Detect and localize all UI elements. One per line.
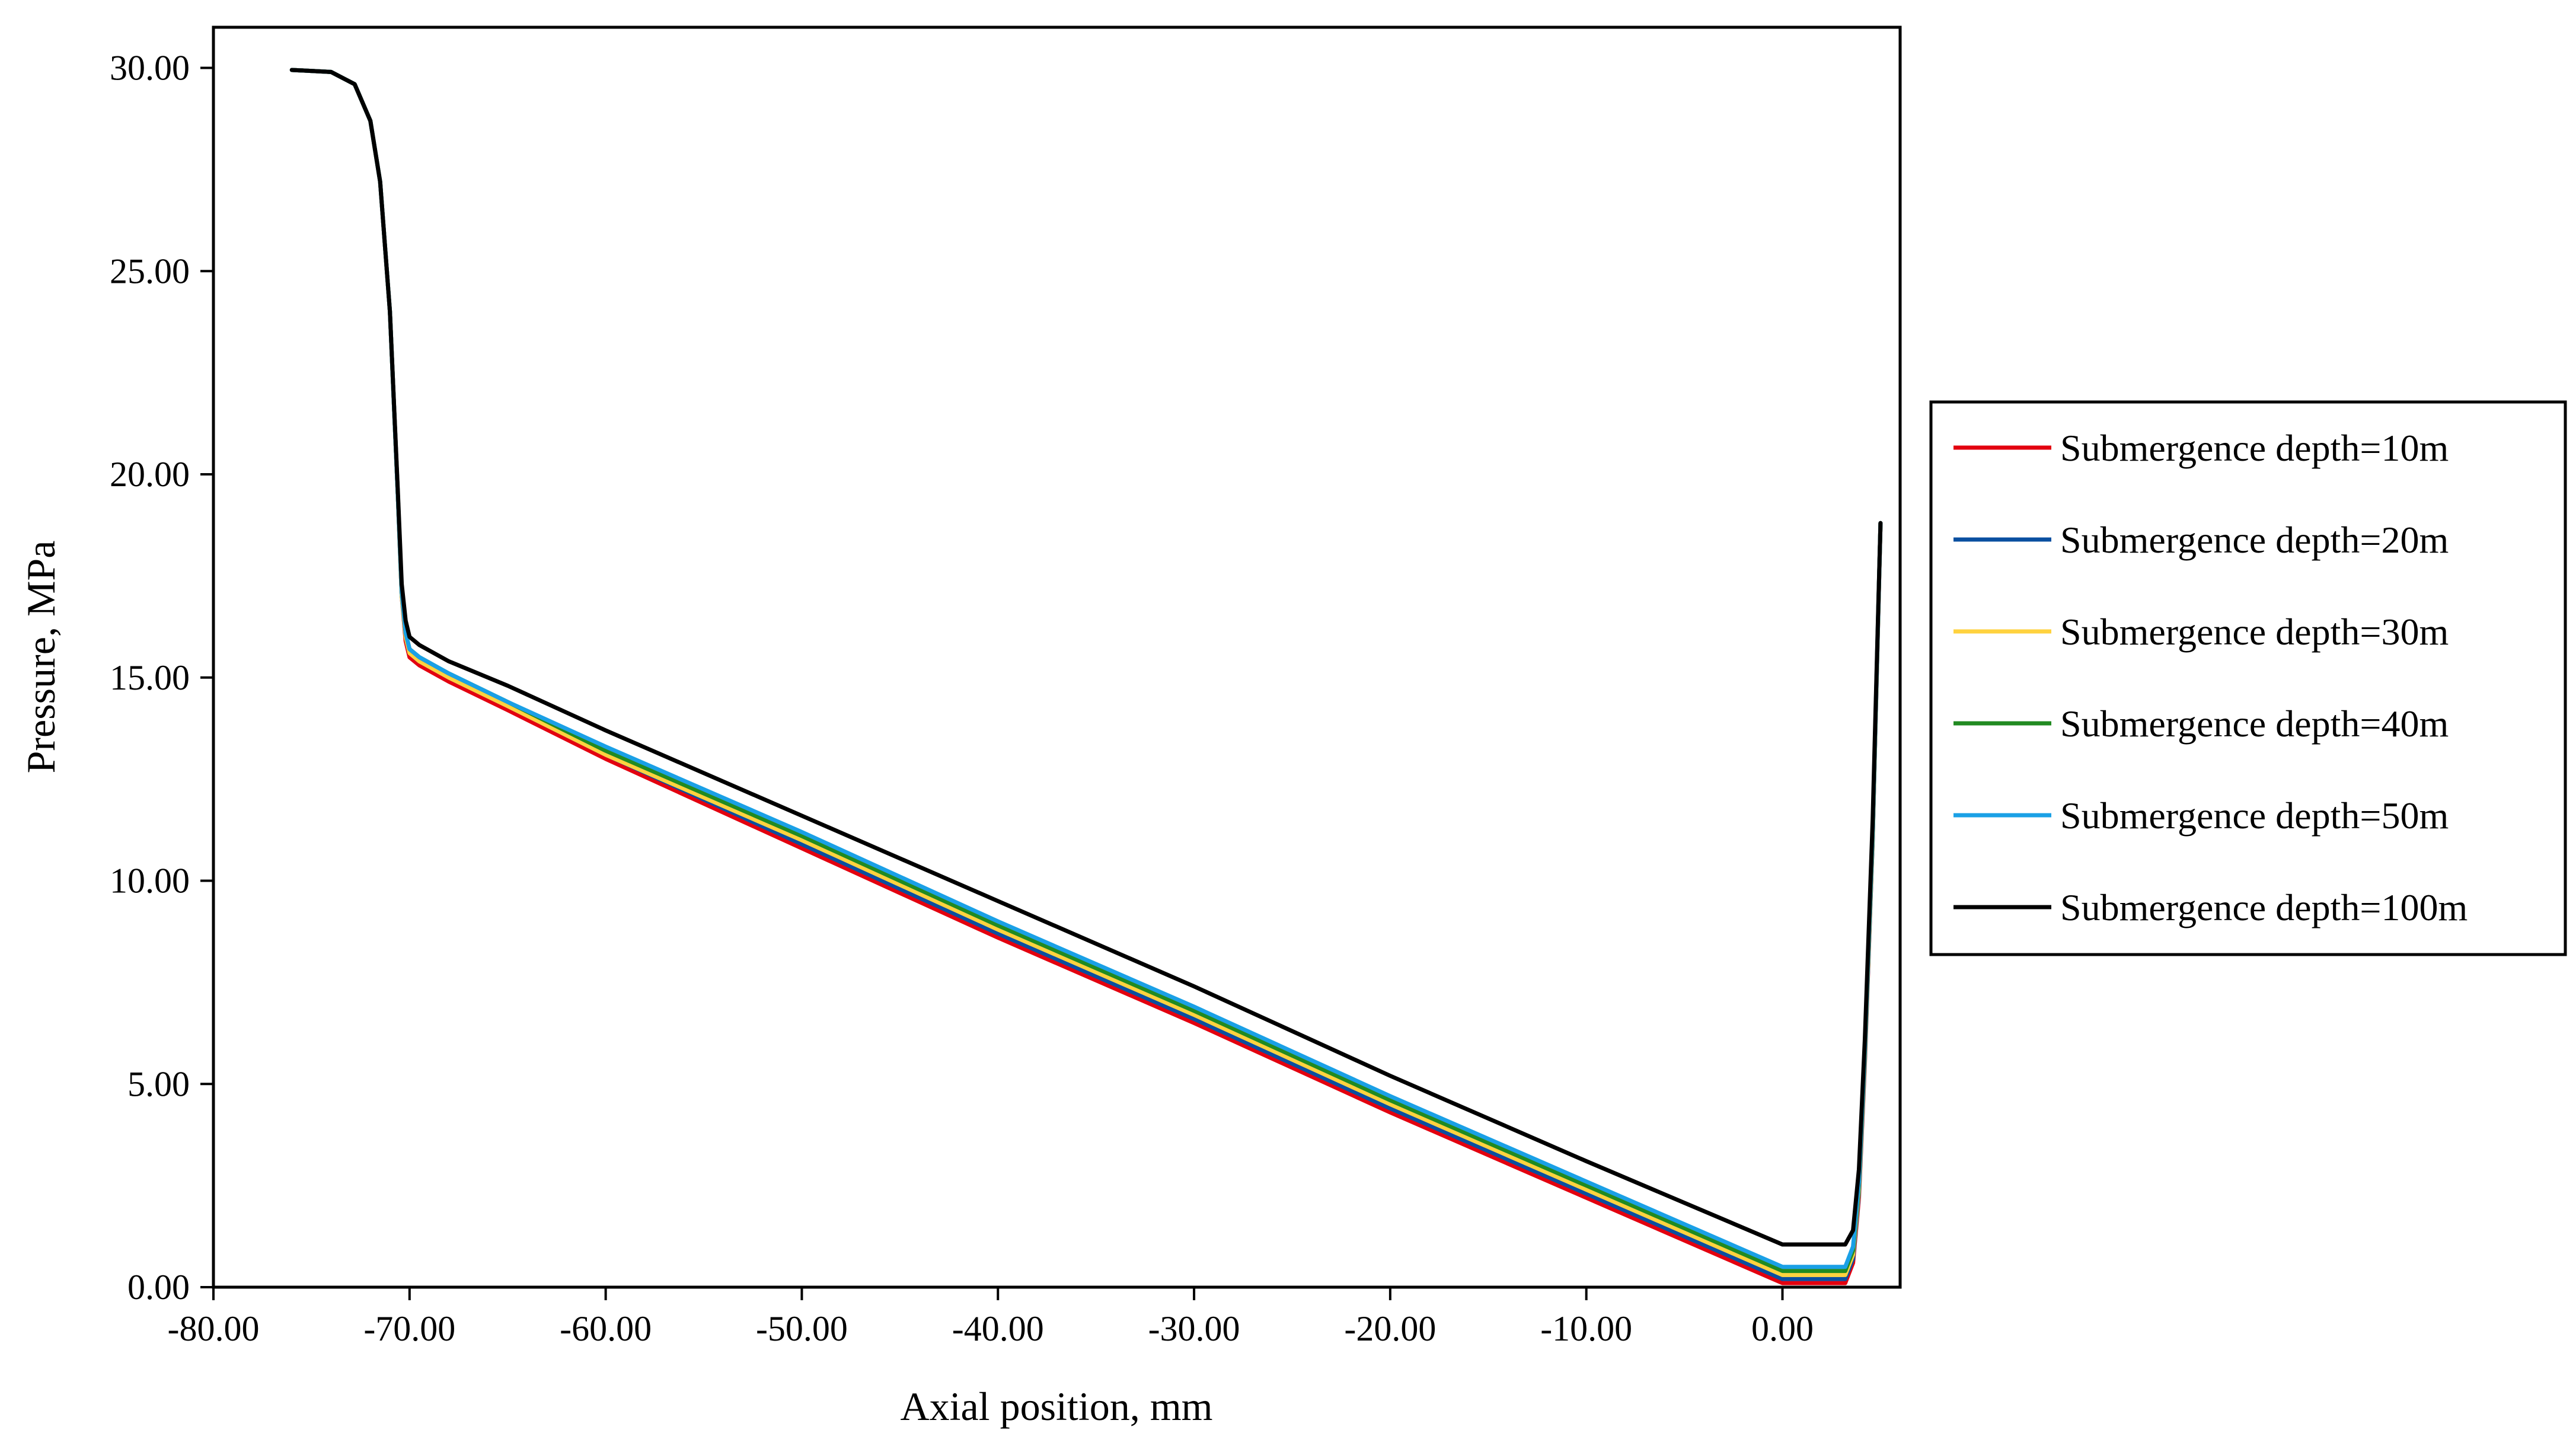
y-tick-label: 0.00 <box>127 1268 190 1307</box>
x-tick-label: -40.00 <box>952 1309 1044 1348</box>
x-axis-title: Axial position, mm <box>901 1384 1213 1429</box>
x-tick-label: -50.00 <box>756 1309 848 1348</box>
legend-label: Submergence depth=100m <box>2060 886 2468 928</box>
legend-label: Submergence depth=10m <box>2060 427 2449 469</box>
legend-label: Submergence depth=40m <box>2060 703 2449 745</box>
series-line-6 <box>289 68 1883 1247</box>
legend: Submergence depth=10m Submergence depth=2… <box>1929 400 2567 956</box>
x-tick-label: -10.00 <box>1540 1309 1632 1348</box>
y-tick-label: 30.00 <box>110 49 190 88</box>
y-tick-label: 25.00 <box>110 251 190 291</box>
y-tick-label: 20.00 <box>110 455 190 494</box>
y-axis: 0.00 5.00 10.00 15.00 20.00 25.00 30.00 <box>110 49 213 1307</box>
series-layer <box>289 68 1883 1285</box>
y-axis-title: Pressure, MPa <box>18 541 63 774</box>
x-tick-label: -20.00 <box>1344 1309 1436 1348</box>
x-tick-label: -30.00 <box>1148 1309 1240 1348</box>
x-tick-label: -80.00 <box>168 1309 260 1348</box>
plot-area-frame <box>212 25 1902 1289</box>
legend-label: Submergence depth=20m <box>2060 519 2449 561</box>
x-tick-label: -60.00 <box>560 1309 652 1348</box>
y-tick-label: 10.00 <box>110 861 190 901</box>
y-tick-label: 5.00 <box>127 1064 190 1103</box>
x-tick-label: -70.00 <box>363 1309 455 1348</box>
x-axis: -80.00 -70.00 -60.00 -50.00 -40.00 -30.00 -20.… <box>168 1287 1814 1348</box>
legend-label: Submergence depth=30m <box>2060 611 2449 653</box>
legend-box <box>1929 400 2567 956</box>
legend-label: Submergence depth=50m <box>2060 794 2449 837</box>
x-tick-label: 0.00 <box>1751 1309 1814 1348</box>
y-tick-label: 15.00 <box>110 658 190 697</box>
